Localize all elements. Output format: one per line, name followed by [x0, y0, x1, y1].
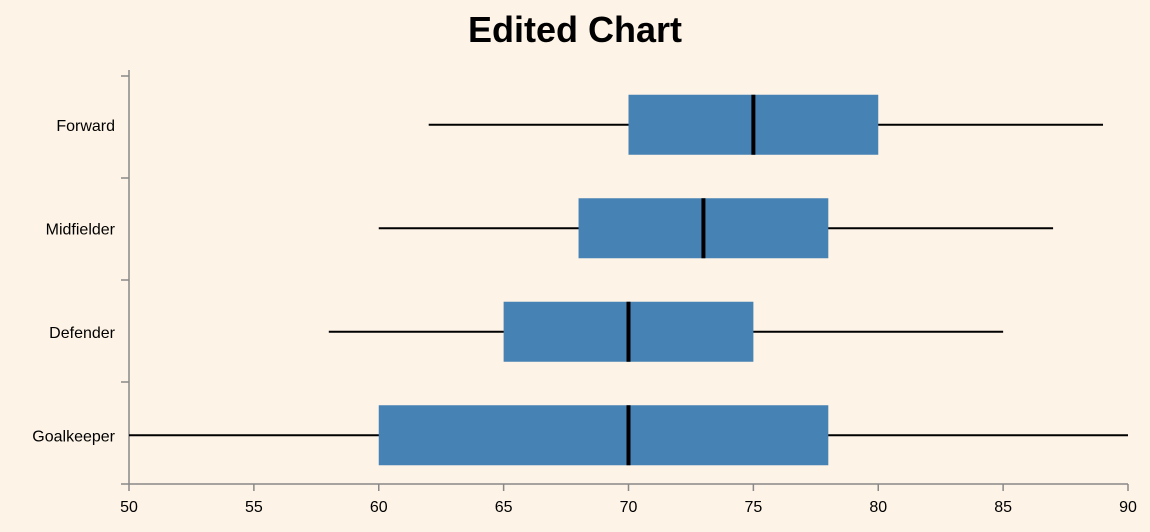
y-tick-label-defender: Defender — [49, 325, 115, 342]
x-tick-label: 65 — [495, 499, 513, 516]
x-tick-label: 55 — [245, 499, 263, 516]
x-tick-label: 50 — [120, 499, 138, 516]
y-tick-label-midfielder: Midfielder — [46, 221, 116, 238]
plot-area: 50 55 60 65 70 75 80 85 90 Forward Midfielder Defen… — [32, 70, 1137, 516]
box-goalkeeper — [378, 405, 829, 466]
x-tick-label: 60 — [370, 499, 388, 516]
y-tick-label-forward: Forward — [56, 118, 115, 135]
x-tick-label: 90 — [1119, 499, 1137, 516]
x-tick-label: 70 — [620, 499, 638, 516]
x-tick-label: 80 — [869, 499, 887, 516]
x-tick-label: 75 — [744, 499, 762, 516]
chart-title: Edited Chart — [468, 9, 682, 50]
x-tick-label: 85 — [994, 499, 1012, 516]
y-tick-label-goalkeeper: Goalkeeper — [32, 428, 115, 445]
